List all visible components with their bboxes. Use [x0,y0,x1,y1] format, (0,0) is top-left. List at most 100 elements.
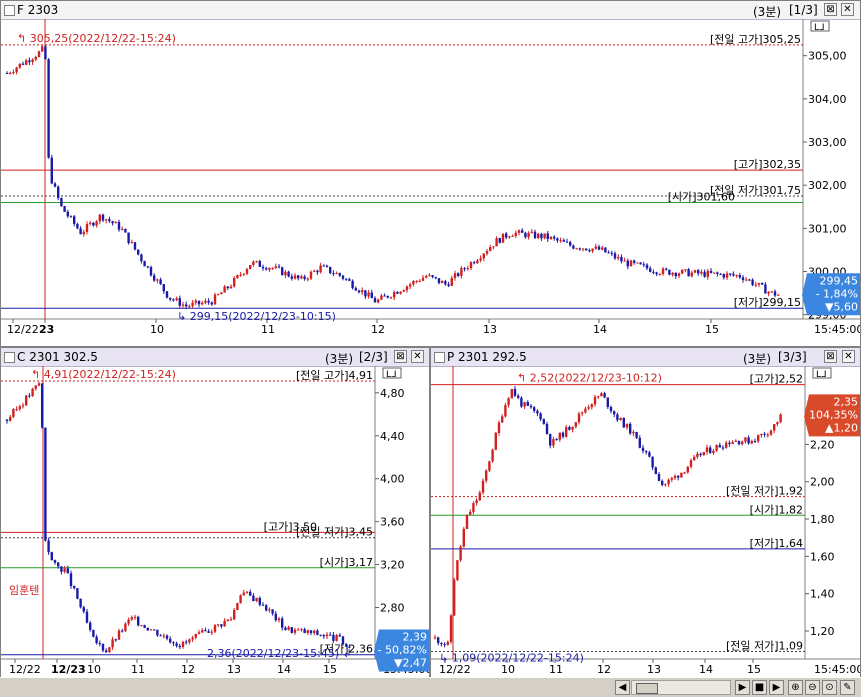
put-candlestick-chart[interactable]: 2,20 2,00 1,80 1,60 1,40 1,20 12/22 10 11 12 13 14 1… [431,366,861,678]
candle-body [95,636,98,644]
candle-body [108,219,111,222]
candle-body [559,240,562,242]
call-candlestick-chart[interactable]: 4,804,404,003,603,202,802,4012/2212/2310… [1,366,430,678]
panel-checkbox[interactable] [434,352,445,363]
candle-body [709,447,712,453]
candle-body [716,272,719,274]
candle-body [629,423,632,434]
candle-body [332,273,335,275]
candle-body [446,641,449,645]
candle-body [750,441,753,444]
play-button[interactable]: ▶ [769,680,784,695]
candle-body [178,645,181,648]
current-price: 2,35 [834,395,859,408]
candle-body [172,299,175,301]
candle-body [568,427,571,430]
candle-body [443,644,446,646]
candle-body [85,223,89,232]
candle-body [127,619,130,624]
candle-body [41,46,44,52]
candle-body [620,256,623,262]
close-icon[interactable]: ✕ [411,350,424,363]
candle-body [540,233,543,239]
panel-checkbox[interactable] [4,352,15,363]
panel-checkbox[interactable] [4,5,15,16]
candle-body [111,221,114,224]
change-amount: ▼2,47 [394,656,427,669]
scroll-thumb[interactable] [636,683,658,694]
candle-body [491,449,494,462]
zoom-reset-icon[interactable]: ⊙ [822,680,837,695]
candle-body [351,280,354,289]
candle-body [69,216,73,218]
close-icon[interactable]: ✕ [841,3,854,16]
candle-body [66,211,69,217]
candle-body [668,269,671,275]
candle-body [306,630,309,633]
scroll-left-button[interactable]: ◀ [615,680,630,695]
candle-body [533,407,536,411]
candle-body [757,434,760,442]
candle-body [545,423,549,434]
candle-body [777,294,780,296]
low-annotation: ↳ 299,15(2022/12/23-10:15) [177,310,336,323]
scroll-right-button[interactable]: ▶ [735,680,750,695]
candle-body [98,214,101,222]
candle-body [386,295,389,298]
stop-button[interactable]: ■ [752,680,767,695]
candle-body [159,635,162,637]
candle-body [673,475,677,478]
candle-body [569,242,572,246]
restore-icon[interactable]: ⊠ [394,350,407,363]
candle-body [325,634,329,637]
panel-titlebar: P 2301 292.5 (3분) [3/3] ⊠ ✕ [431,348,860,367]
restore-icon[interactable]: ⊠ [824,350,837,363]
x-tick-label: 12 [371,323,385,336]
candle-body [652,271,655,273]
candle-body [465,514,469,529]
candle-body [245,591,249,593]
candle-body [463,268,466,270]
candle-body [609,406,613,412]
x-tick-label: 12/22 [7,323,39,336]
candle-body [610,252,613,254]
close-icon[interactable]: ✕ [842,350,855,363]
change-amount: ▲1,20 [825,421,858,434]
scroll-track[interactable] [631,680,731,695]
candle-body [485,251,489,254]
candle-body [281,618,284,628]
candle-body [622,417,625,428]
candle-body [341,636,345,645]
candle-body [741,441,744,445]
restore-icon[interactable]: ⊠ [824,3,837,16]
candle-body [521,230,524,233]
candle-body [396,292,399,294]
candle-body [494,432,497,450]
prev-high-annotation: ↰ 4,91(2022/12/22-15:24) [31,368,176,381]
candle-body [654,467,657,475]
candle-body [188,306,191,308]
high-annotation: ↰ 2,52(2022/12/23-10:12) [517,372,662,385]
candle-body [713,272,716,274]
change-percent: - 50,82% [378,643,427,656]
zoom-in-icon[interactable]: ⊕ [788,680,803,695]
x-tick-label: 12/22 [439,663,471,676]
candle-body [415,280,418,282]
y-tick-label: 4,40 [380,430,405,443]
candle-body [60,566,63,572]
candle-body [175,298,178,301]
zoom-out-icon[interactable]: ⊖ [805,680,820,695]
candle-body [108,647,111,653]
candle-body [658,274,661,276]
candle-body [562,240,565,242]
low-line-label: [저가]2,36 [320,643,373,656]
futures-candlestick-chart[interactable]: 305,00304,00303,00302,00301,00300,00299,… [1,19,861,347]
candle-body [159,279,162,285]
prev-low-line-label: [전일 저가]1,92 [726,484,803,498]
candle-body [684,269,687,271]
x-tick-label: 23 [39,323,54,336]
candle-body [303,276,306,280]
candle-body [143,261,146,267]
wrench-icon[interactable]: ✎ [840,680,855,695]
candle-body [66,568,69,574]
